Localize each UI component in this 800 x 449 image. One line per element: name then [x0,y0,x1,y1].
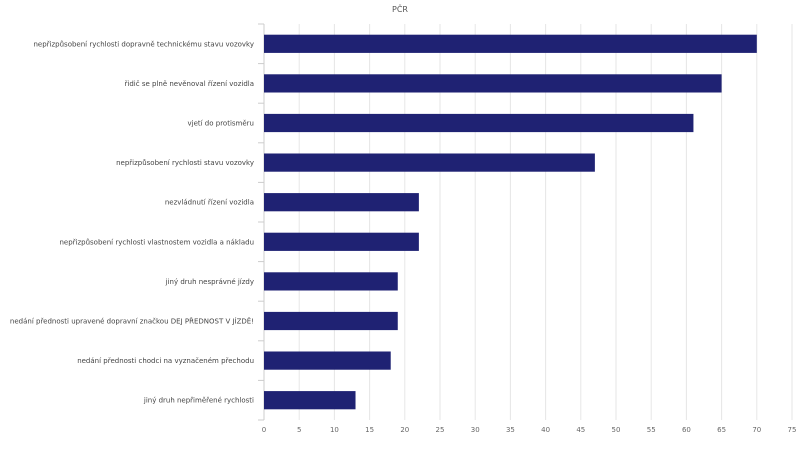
category-label: jiný druh nepřiměřené rychlosti [143,397,254,405]
category-label: nepřizpůsobení rychlosti stavu vozovky [116,159,254,167]
x-tick-label: 50 [612,426,621,434]
x-tick-label: 65 [717,426,726,434]
bar[interactable] [264,34,757,53]
bar[interactable] [264,193,419,212]
x-tick-label: 75 [788,426,797,434]
x-tick-label: 35 [506,426,515,434]
x-tick-label: 30 [471,426,480,434]
category-label: řidič se plně nevěnoval řízení vozidla [125,80,254,88]
category-label: nedání přednosti upravené dopravní značk… [10,317,254,326]
category-labels: nepřizpůsobení rychlosti dopravně techni… [10,40,254,404]
bar[interactable] [264,272,398,291]
x-tick-label: 10 [330,426,339,434]
x-tick-label: 0 [262,426,266,434]
category-label: nezvládnutí řízení vozidla [165,199,254,207]
chart-title: PČR [392,3,408,14]
bars [264,34,757,410]
x-tick-label: 25 [436,426,445,434]
x-tick-label: 70 [752,426,761,434]
category-label: vjetí do protisměru [188,120,255,128]
bar[interactable] [264,351,391,370]
x-tick-label: 55 [647,426,656,434]
category-label: nedání přednosti chodci na vyznačeném př… [77,357,254,365]
bar[interactable] [264,113,694,133]
bar[interactable] [264,153,595,172]
x-tick-label: 60 [682,426,691,434]
bar[interactable] [264,74,722,93]
x-axis-ticks: 0 5 10 15 20 25 30 35 40 45 50 55 60 65 70 75 [262,426,797,434]
x-tick-label: 40 [541,426,550,434]
bar[interactable] [264,391,356,410]
x-tick-label: 5 [297,426,301,434]
bar[interactable] [264,311,398,331]
bar[interactable] [264,232,419,251]
category-label: nepřizpůsobení rychlosti vlastnostem voz… [59,238,254,246]
category-label: jiný druh nesprávné jízdy [165,278,254,286]
x-tick-label: 15 [365,426,374,434]
x-tick-label: 20 [400,426,409,434]
x-tick-label: 45 [576,426,585,434]
category-label: nepřizpůsobení rychlosti dopravně techni… [33,40,254,48]
